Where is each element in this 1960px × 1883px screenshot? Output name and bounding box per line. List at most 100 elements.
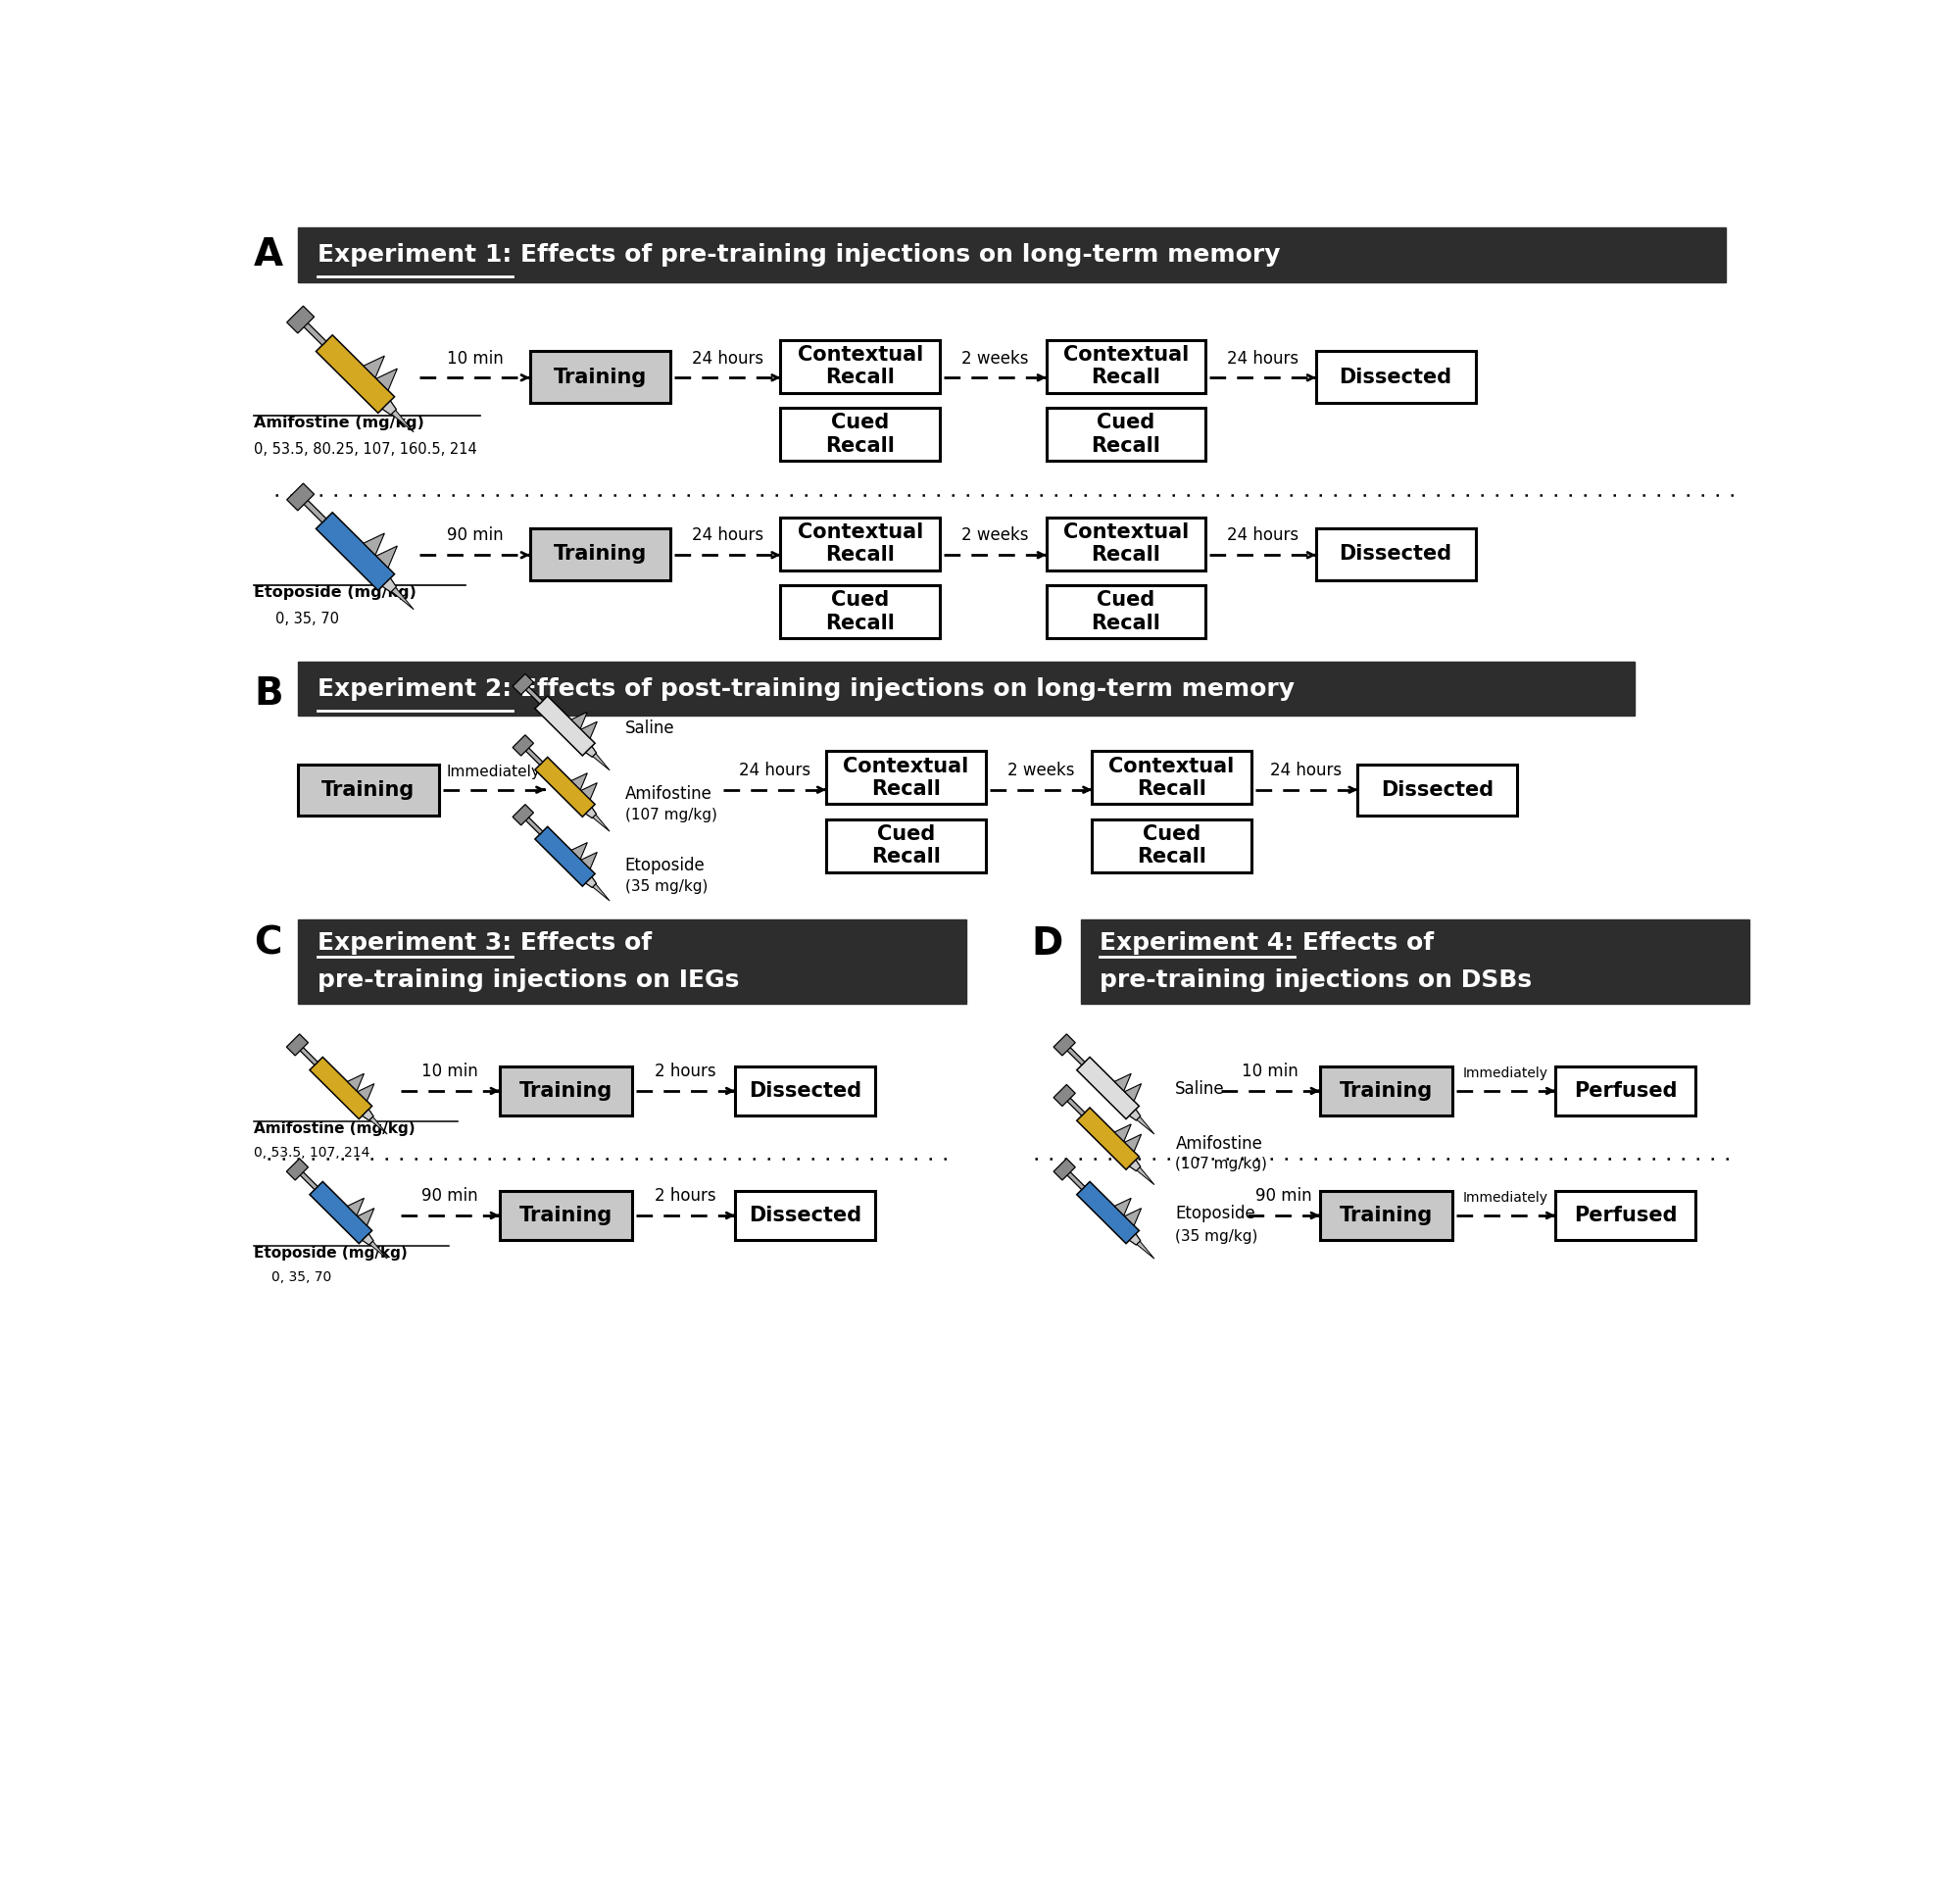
Polygon shape: [376, 369, 398, 390]
Text: 0, 35, 70: 0, 35, 70: [272, 1271, 331, 1284]
FancyBboxPatch shape: [500, 1190, 633, 1239]
Text: 24 hours: 24 hours: [692, 527, 762, 544]
Text: Saline: Saline: [625, 719, 674, 738]
Polygon shape: [1137, 1167, 1154, 1184]
FancyBboxPatch shape: [1319, 1066, 1452, 1115]
Polygon shape: [1076, 1056, 1139, 1119]
Polygon shape: [580, 721, 598, 738]
Polygon shape: [376, 546, 398, 569]
Polygon shape: [370, 1241, 388, 1258]
Polygon shape: [363, 356, 384, 378]
FancyBboxPatch shape: [1092, 819, 1250, 872]
FancyBboxPatch shape: [825, 819, 986, 872]
Polygon shape: [586, 746, 596, 757]
Polygon shape: [586, 877, 596, 887]
Text: (107 mg/kg): (107 mg/kg): [625, 808, 717, 823]
Text: Experiment 4: Effects of: Experiment 4: Effects of: [1100, 932, 1435, 955]
Text: Training: Training: [519, 1081, 613, 1100]
Polygon shape: [286, 484, 314, 510]
Polygon shape: [1064, 1169, 1086, 1190]
Text: Dissected: Dissected: [1382, 780, 1494, 800]
Text: Cued
Recall: Cued Recall: [825, 591, 896, 633]
Polygon shape: [1076, 1107, 1139, 1169]
Text: 90 min: 90 min: [1254, 1188, 1311, 1205]
Polygon shape: [382, 578, 396, 593]
FancyBboxPatch shape: [1047, 341, 1205, 394]
Polygon shape: [1137, 1241, 1154, 1258]
Polygon shape: [570, 712, 588, 729]
Text: 2 weeks: 2 weeks: [962, 350, 1029, 367]
Text: Saline: Saline: [1176, 1079, 1225, 1098]
Polygon shape: [347, 1198, 365, 1215]
Polygon shape: [357, 1209, 374, 1226]
Polygon shape: [286, 307, 314, 333]
FancyBboxPatch shape: [1315, 352, 1476, 403]
Text: Immediately: Immediately: [1462, 1066, 1548, 1081]
Text: 0, 53.5, 80.25, 107, 160.5, 214: 0, 53.5, 80.25, 107, 160.5, 214: [255, 443, 478, 456]
Text: 10 min: 10 min: [447, 350, 504, 367]
Text: Training: Training: [1339, 1205, 1433, 1224]
Polygon shape: [523, 815, 543, 834]
Text: B: B: [255, 676, 282, 714]
Polygon shape: [535, 827, 596, 887]
Text: 90 min: 90 min: [447, 527, 504, 544]
Polygon shape: [1076, 1183, 1139, 1243]
Text: Training: Training: [519, 1205, 613, 1224]
Polygon shape: [363, 1233, 374, 1245]
FancyBboxPatch shape: [1319, 1190, 1452, 1239]
Text: 2 hours: 2 hours: [655, 1062, 715, 1081]
FancyBboxPatch shape: [1315, 529, 1476, 580]
Polygon shape: [570, 774, 588, 789]
Text: (35 mg/kg): (35 mg/kg): [625, 879, 708, 894]
FancyBboxPatch shape: [500, 1066, 633, 1115]
FancyBboxPatch shape: [298, 919, 966, 1004]
FancyBboxPatch shape: [1047, 518, 1205, 571]
Polygon shape: [300, 497, 325, 523]
FancyBboxPatch shape: [1358, 764, 1517, 815]
Text: Training: Training: [553, 367, 647, 386]
Polygon shape: [580, 853, 598, 868]
Polygon shape: [1054, 1158, 1076, 1181]
Polygon shape: [514, 804, 533, 825]
Polygon shape: [392, 587, 414, 610]
Text: Contextual
Recall: Contextual Recall: [1062, 345, 1190, 388]
FancyBboxPatch shape: [298, 661, 1635, 716]
Text: Contextual
Recall: Contextual Recall: [798, 523, 923, 565]
Polygon shape: [1115, 1124, 1131, 1141]
Text: Training: Training: [321, 780, 416, 800]
Text: Immediately: Immediately: [1462, 1192, 1548, 1205]
Text: pre-training injections on DSBs: pre-training injections on DSBs: [1100, 968, 1533, 992]
Text: Cued
Recall: Cued Recall: [1092, 591, 1160, 633]
Polygon shape: [514, 734, 533, 755]
Text: (35 mg/kg): (35 mg/kg): [1176, 1230, 1258, 1245]
Polygon shape: [1129, 1160, 1141, 1171]
Text: Dissected: Dissected: [1339, 544, 1452, 565]
Text: D: D: [1031, 925, 1062, 962]
FancyBboxPatch shape: [735, 1190, 876, 1239]
Polygon shape: [1064, 1045, 1086, 1066]
FancyBboxPatch shape: [298, 228, 1727, 282]
Polygon shape: [1129, 1109, 1141, 1120]
Text: Experiment 3: Effects of: Experiment 3: Effects of: [318, 932, 651, 955]
Text: Immediately: Immediately: [447, 764, 541, 780]
Polygon shape: [310, 1056, 372, 1119]
Polygon shape: [580, 783, 598, 800]
Polygon shape: [382, 401, 396, 414]
Text: Dissected: Dissected: [749, 1205, 862, 1224]
Polygon shape: [535, 757, 596, 817]
FancyBboxPatch shape: [1047, 409, 1205, 461]
Text: Amifostine (mg/kg): Amifostine (mg/kg): [255, 1120, 416, 1135]
Text: A: A: [255, 235, 284, 273]
Text: Etoposide (mg/kg): Etoposide (mg/kg): [255, 586, 417, 601]
Polygon shape: [592, 753, 610, 770]
Polygon shape: [1125, 1209, 1141, 1226]
Polygon shape: [316, 512, 394, 591]
Polygon shape: [286, 1034, 308, 1056]
Polygon shape: [535, 697, 596, 755]
Text: Dissected: Dissected: [1339, 367, 1452, 386]
Text: Training: Training: [553, 544, 647, 565]
FancyBboxPatch shape: [1092, 751, 1250, 804]
FancyBboxPatch shape: [780, 586, 941, 638]
Text: Amifostine (mg/kg): Amifostine (mg/kg): [255, 416, 425, 429]
Text: 24 hours: 24 hours: [739, 761, 811, 780]
